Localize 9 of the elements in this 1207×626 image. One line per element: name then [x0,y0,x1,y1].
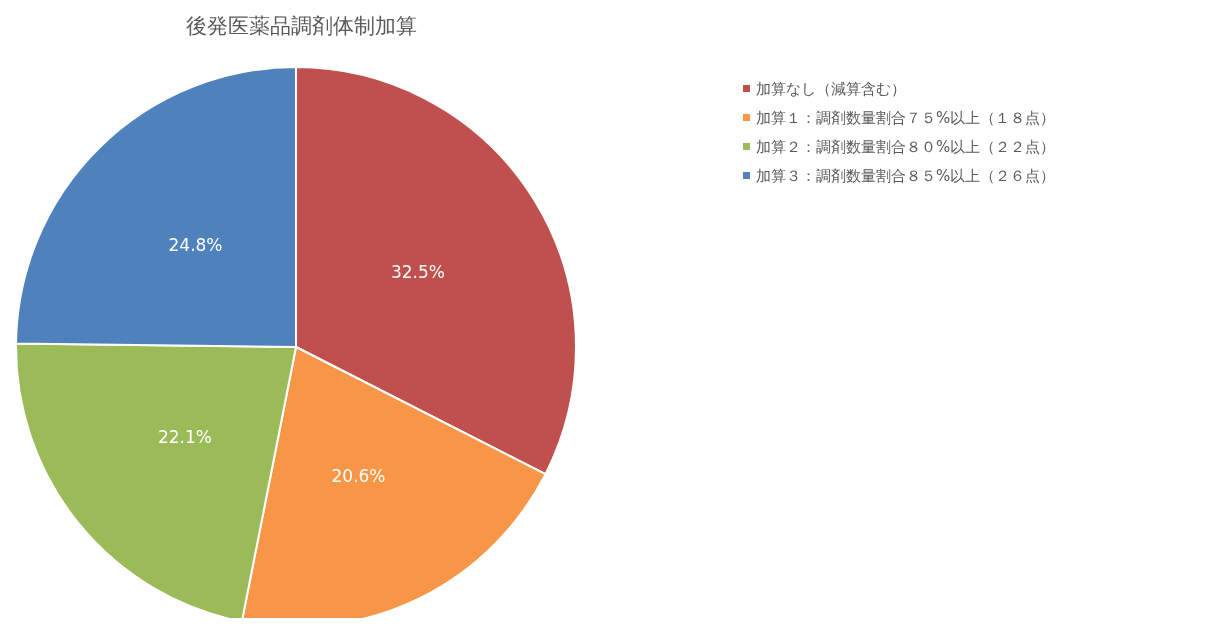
chart-title: 後発医薬品調剤体制加算 [185,13,417,38]
data-label: 24.8% [168,235,223,256]
data-label: 32.5% [390,262,445,283]
legend-label: 加算１：調剤数量割合７５%以上（１８点） [756,108,1056,127]
legend-label: 加算なし（減算含む） [756,79,906,98]
data-label: 20.6% [331,465,386,486]
legend-label: 加算３：調剤数量割合８５%以上（２６点） [756,166,1056,185]
legend-label: 加算２：調剤数量割合８０%以上（２２点） [756,137,1056,156]
data-label: 22.1% [157,427,212,448]
